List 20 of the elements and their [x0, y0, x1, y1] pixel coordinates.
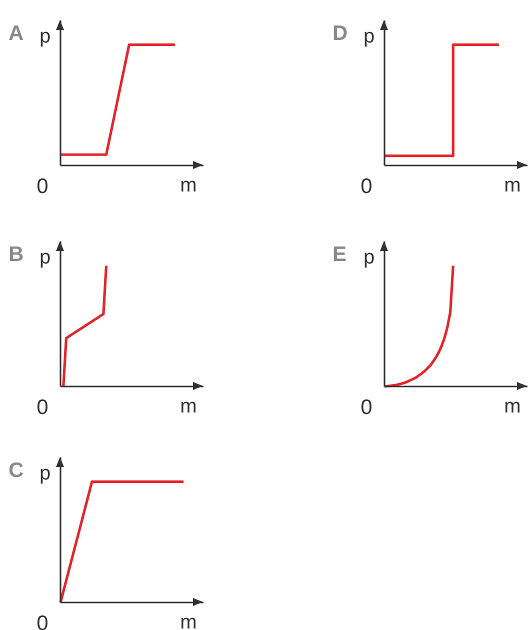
x-axis-title: m [180, 612, 197, 630]
chart-title: D [332, 22, 348, 45]
x-axis-title: m [180, 174, 197, 196]
text: 0 [36, 612, 48, 630]
chart-title: B [8, 243, 24, 266]
x-axis-title: m [504, 174, 521, 196]
x-axis-title: m [180, 396, 197, 418]
y-axis-title: p [40, 246, 51, 268]
y-axis-title: p [40, 26, 51, 48]
chart-title: C [8, 459, 24, 482]
x-axis-title: m [504, 396, 521, 418]
y-axis-title: p [364, 26, 375, 48]
text: 0 [36, 175, 48, 198]
chart-title: A [8, 22, 24, 45]
text: 0 [360, 396, 372, 419]
y-axis-title: p [40, 462, 51, 484]
y-axis-title: p [364, 246, 375, 268]
chart-title: E [332, 243, 347, 266]
text: 0 [360, 175, 372, 198]
text: 0 [36, 396, 48, 419]
